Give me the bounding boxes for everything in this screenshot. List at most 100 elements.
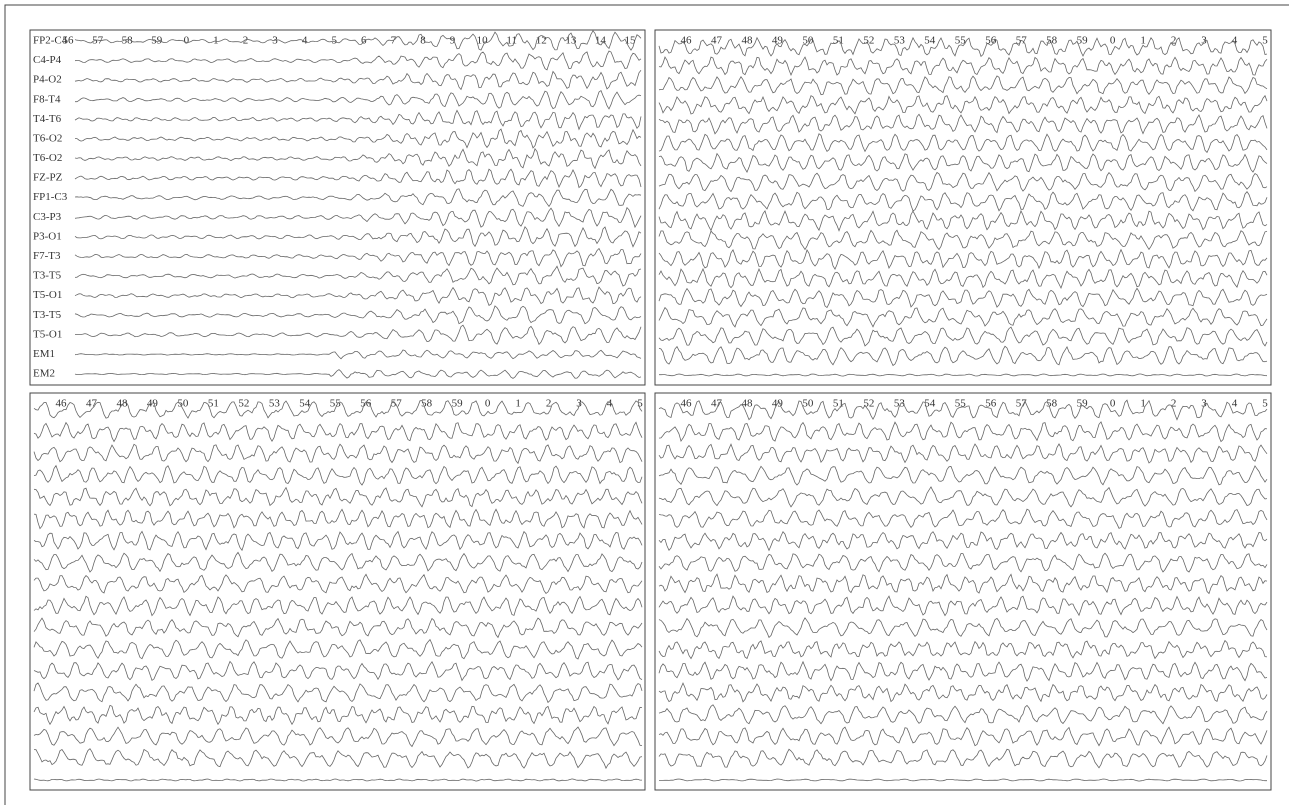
time-label: 9	[450, 35, 456, 47]
channel-label: T4-T6	[33, 113, 62, 125]
time-label: 52	[863, 35, 874, 47]
eeg-trace	[74, 30, 642, 51]
time-label: 13	[565, 35, 577, 47]
eeg-trace	[658, 229, 1268, 251]
eeg-trace	[74, 286, 642, 306]
time-label: 55	[955, 398, 967, 410]
eeg-trace	[33, 660, 643, 682]
eeg-trace	[33, 464, 643, 486]
eeg-trace	[33, 400, 643, 419]
channel-label: T5-O1	[33, 289, 62, 301]
time-label: 4	[302, 35, 308, 47]
eeg-trace	[74, 247, 642, 268]
time-label: 2	[1171, 398, 1177, 410]
channel-label: C3-P3	[33, 211, 62, 223]
eeg-trace	[658, 552, 1268, 573]
eeg-trace	[658, 748, 1268, 769]
time-label: 59	[1077, 35, 1089, 47]
time-label: 54	[924, 398, 936, 410]
channel-label: T5-O1	[33, 328, 62, 340]
channel-label: C4-P4	[33, 54, 62, 66]
time-label: 4	[1232, 398, 1238, 410]
eeg-trace	[658, 94, 1268, 115]
channel-label: EM1	[33, 348, 55, 360]
time-label: 2	[243, 35, 249, 47]
time-label: 54	[924, 35, 936, 47]
time-label: 5	[637, 398, 643, 410]
channel-label: T6-O2	[33, 152, 62, 164]
time-label: 4	[607, 398, 613, 410]
eeg-trace	[658, 209, 1268, 232]
channel-label: T6-O2	[33, 132, 62, 144]
time-label: 46	[681, 35, 693, 47]
eeg-trace	[74, 324, 642, 346]
eeg-trace	[658, 660, 1268, 682]
time-label: 5	[331, 35, 337, 47]
eeg-trace	[74, 147, 642, 170]
eeg-trace	[658, 682, 1268, 703]
channel-label: T3-T5	[33, 270, 62, 282]
time-label: 48	[741, 35, 753, 47]
channel-label: P4-O2	[33, 74, 62, 86]
time-label: 46	[681, 398, 693, 410]
eeg-trace	[74, 226, 642, 248]
time-label: 5	[1262, 35, 1268, 47]
time-label: 5	[1262, 398, 1268, 410]
time-label: 1	[213, 35, 219, 47]
eeg-trace	[33, 573, 643, 594]
channel-label: T3-T5	[33, 309, 62, 321]
time-label: 53	[894, 398, 906, 410]
eeg-trace	[33, 617, 643, 639]
time-label: 2	[1171, 35, 1177, 47]
eeg-trace	[74, 305, 642, 325]
eeg-trace	[74, 206, 642, 229]
eeg-trace	[658, 306, 1268, 328]
eeg-trace	[658, 443, 1268, 464]
time-label: 53	[269, 398, 281, 410]
time-label: 53	[894, 35, 906, 47]
time-label: 49	[147, 398, 159, 410]
eeg-trace	[658, 191, 1268, 212]
time-label: 3	[1201, 398, 1207, 410]
eeg-trace	[33, 486, 643, 508]
time-label: 59	[1077, 398, 1089, 410]
time-label: 54	[299, 398, 311, 410]
eeg-trace	[75, 89, 642, 110]
time-label: 51	[833, 398, 844, 410]
time-label: 58	[1046, 35, 1058, 47]
eeg-trace	[658, 267, 1268, 290]
channel-label: FZ-PZ	[33, 172, 63, 184]
eeg-trace	[658, 345, 1268, 367]
time-label: 50	[177, 398, 189, 410]
channel-label: F7-T3	[33, 250, 61, 262]
time-label: 4	[1232, 35, 1238, 47]
eeg-trace	[74, 50, 642, 71]
eeg-trace	[658, 171, 1268, 193]
eeg-trace	[74, 70, 642, 91]
eeg-trace	[658, 248, 1268, 270]
eeg-trace	[658, 287, 1268, 309]
time-label: 12	[536, 35, 547, 47]
time-label: 59	[151, 35, 163, 47]
eeg-trace	[658, 133, 1268, 154]
time-label: 46	[56, 398, 68, 410]
time-label: 55	[955, 35, 967, 47]
eeg-trace	[33, 508, 643, 530]
eeg-trace	[74, 128, 642, 149]
eeg-trace	[658, 399, 1268, 421]
time-label: 50	[802, 398, 814, 410]
time-label: 0	[1110, 35, 1116, 47]
time-label: 58	[1046, 398, 1058, 410]
time-label: 14	[595, 35, 607, 47]
eeg-trace	[33, 682, 643, 704]
eeg-trace	[74, 188, 642, 208]
time-label: 10	[477, 35, 489, 47]
eeg-trace	[74, 369, 642, 379]
eeg-trace	[33, 726, 643, 748]
time-label: 56	[985, 35, 997, 47]
eeg-trace	[33, 421, 643, 443]
time-label: 51	[833, 35, 844, 47]
eeg-trace	[658, 530, 1268, 552]
eeg-trace	[74, 168, 642, 189]
time-label: 0	[485, 398, 491, 410]
